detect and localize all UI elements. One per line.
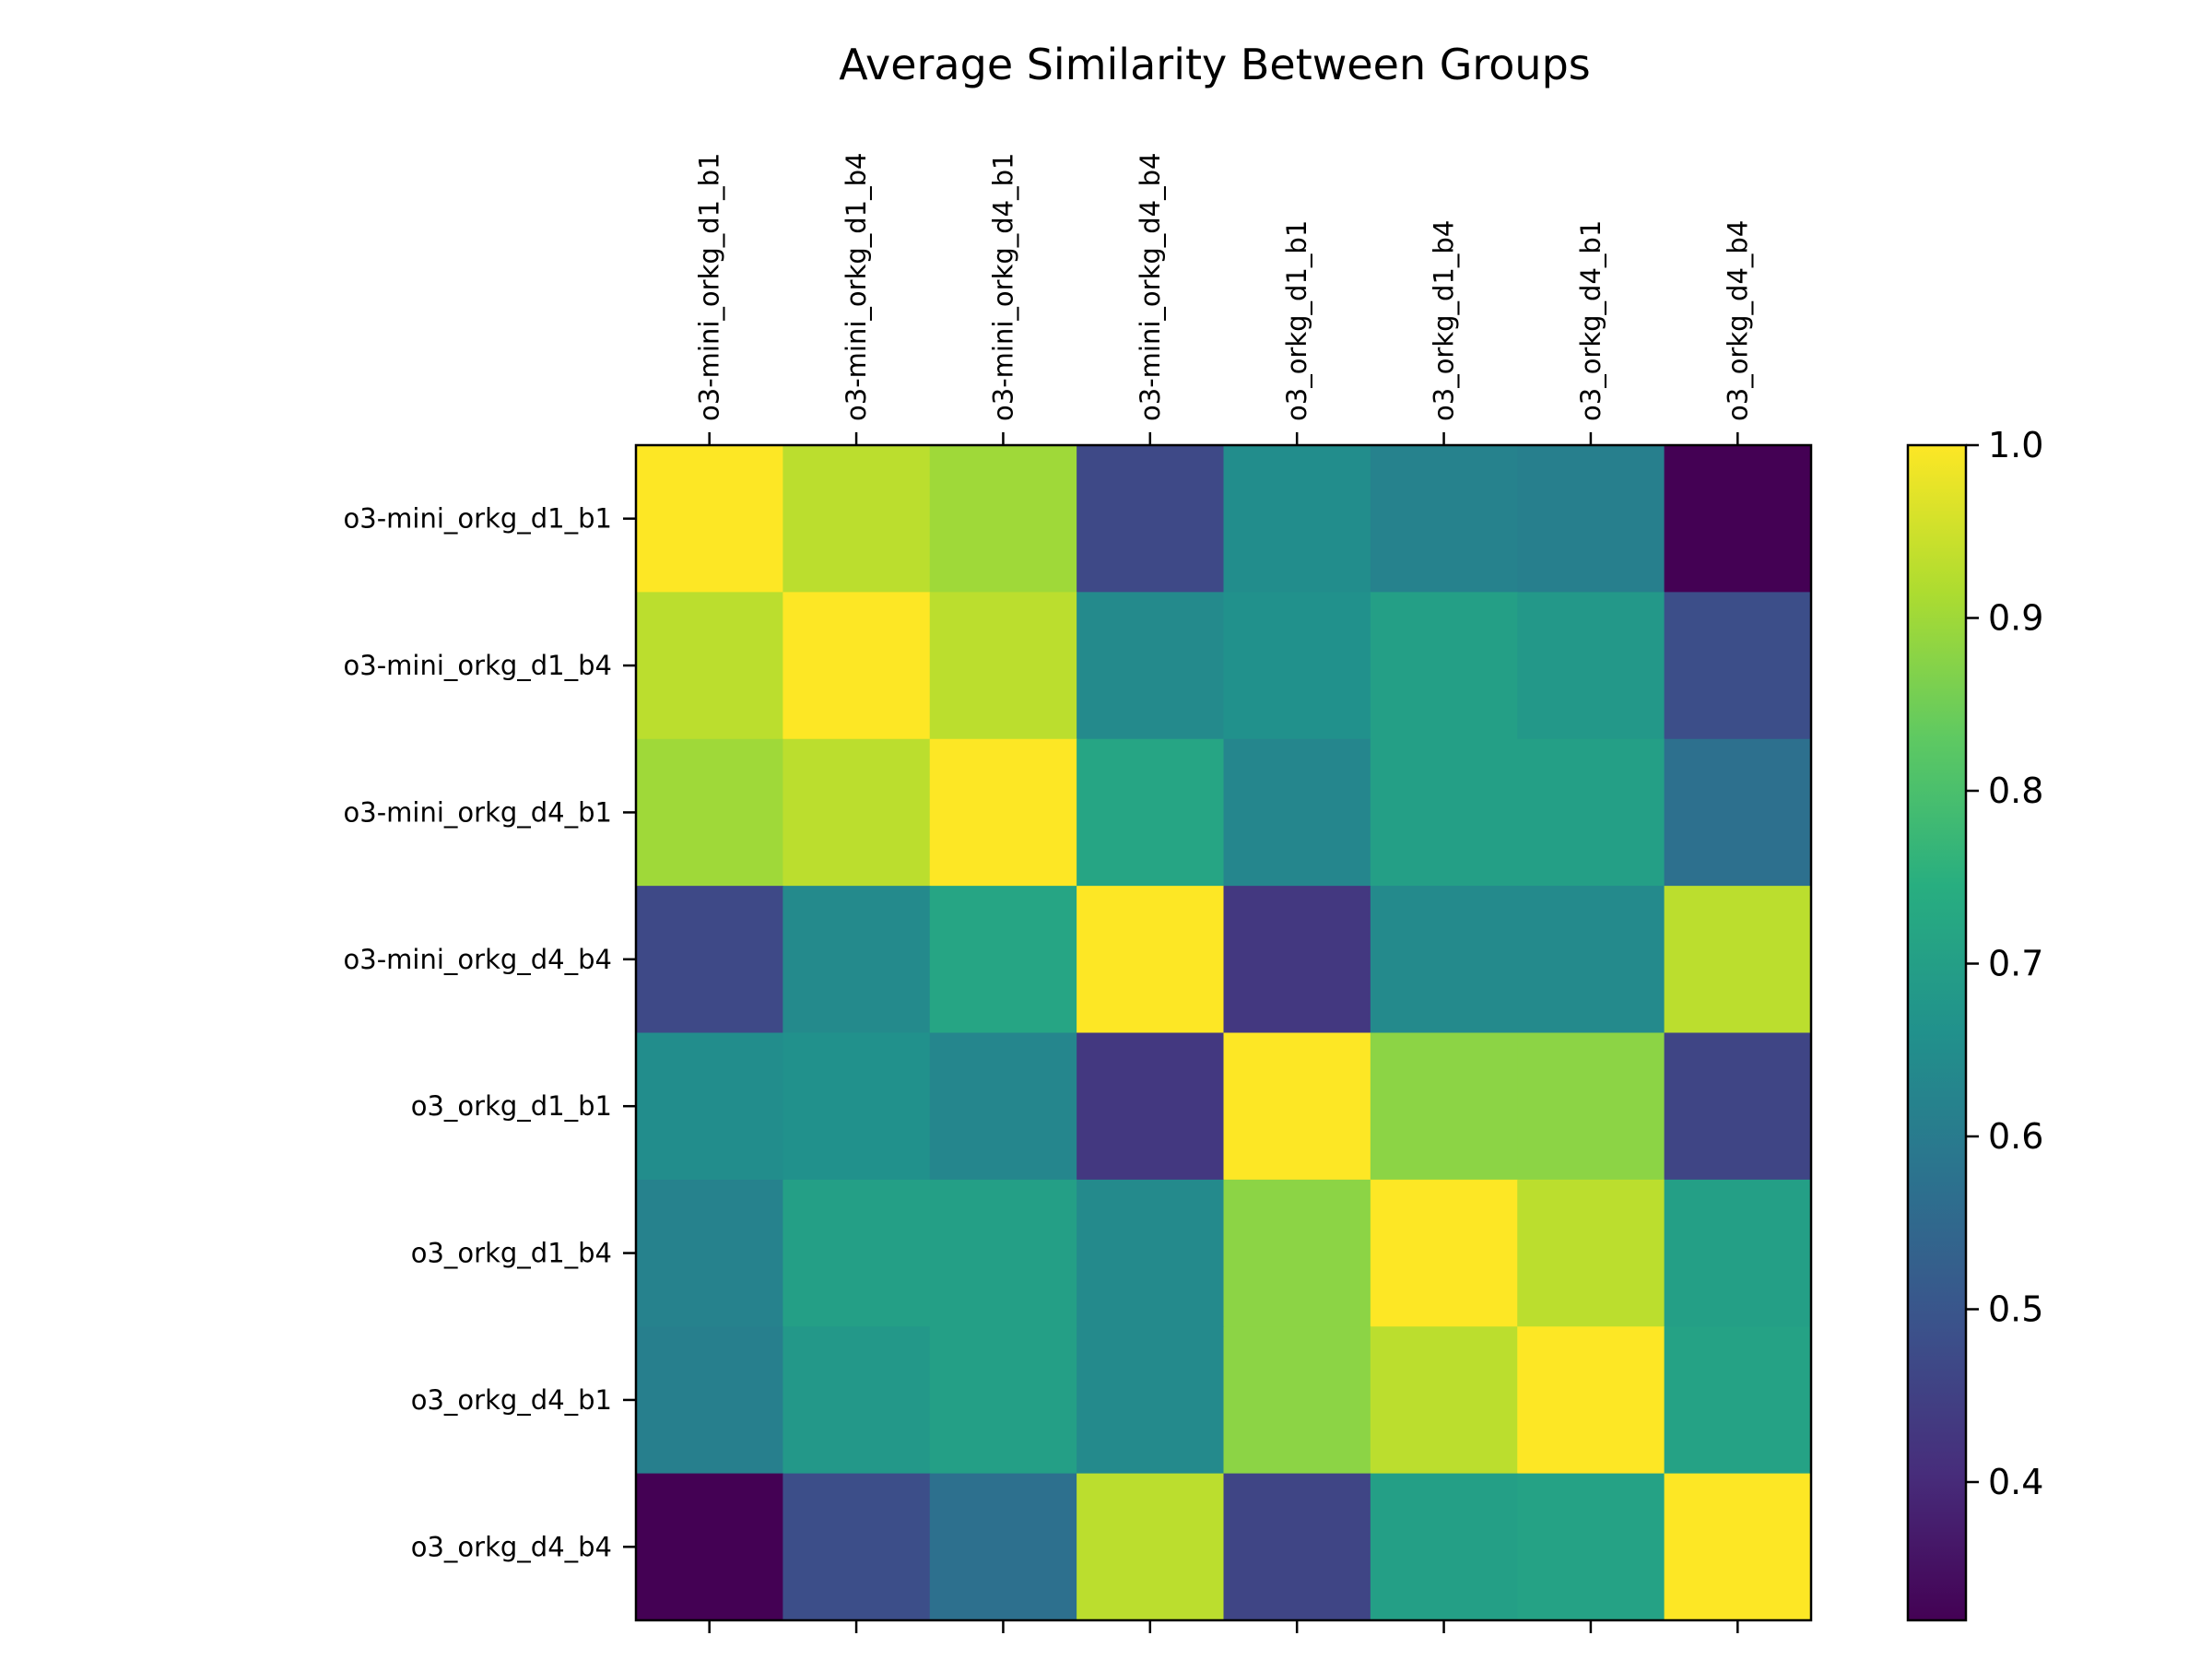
heatmap-cell	[1077, 738, 1225, 887]
heatmap-cell	[1223, 1032, 1371, 1181]
heatmap-cell	[1517, 738, 1665, 887]
heatmap-cell	[1370, 1326, 1518, 1475]
heatmap-cell	[782, 1179, 931, 1327]
colorbar-tick-label: 0.5	[1988, 1289, 2043, 1330]
heatmap-cell	[1077, 445, 1225, 593]
colorbar-tick-label: 0.4	[1988, 1462, 2043, 1502]
y-tick-label: o3-mini_orkg_d1_b4	[344, 650, 613, 681]
heatmap-cell	[1370, 592, 1518, 740]
heatmap-cell	[1664, 1179, 1812, 1327]
heatmap-cell	[782, 1473, 931, 1621]
heatmap-cell	[1370, 445, 1518, 593]
heatmap-cell	[929, 738, 1077, 887]
heatmap-cell	[1077, 1326, 1225, 1475]
heatmap-cell	[782, 1032, 931, 1181]
heatmap-cell	[1077, 1032, 1225, 1181]
colorbar-frame	[1906, 443, 1968, 1622]
heatmap-cell	[636, 1326, 783, 1475]
heatmap-cell	[636, 886, 783, 1034]
heatmap-cell	[1370, 1473, 1518, 1621]
heatmap-cell	[1370, 886, 1518, 1034]
x-axis-ticks: o3-mini_orkg_d1_b1 o3-mini_orkg_d1_b4 o3-m…	[694, 153, 1753, 1633]
heatmap-cell	[782, 738, 931, 887]
heatmap-cell	[929, 1326, 1077, 1475]
heatmap-cell	[636, 738, 783, 887]
heatmap-cell	[929, 445, 1077, 593]
heatmap-cell	[1664, 738, 1812, 887]
heatmap-cell	[1077, 592, 1225, 740]
y-tick-label: o3-mini_orkg_d4_b1	[344, 796, 613, 828]
heatmap-cell	[1664, 1032, 1812, 1181]
heatmap-cell	[636, 1473, 783, 1621]
heatmap-cell	[1664, 1326, 1812, 1475]
heatmap-cell	[636, 592, 783, 740]
heatmap-cell	[636, 1032, 783, 1181]
heatmap-cells	[636, 445, 1812, 1621]
heatmap-cell	[636, 1179, 783, 1327]
heatmap-cell	[1517, 1179, 1665, 1327]
x-tick-label: o3_orkg_d1_b4	[1429, 220, 1460, 421]
x-tick-label: o3_orkg_d4_b4	[1722, 220, 1753, 421]
heatmap-cell	[1223, 1473, 1371, 1621]
x-tick-label: o3-mini_orkg_d4_b4	[1135, 153, 1166, 422]
chart-title: Average Similarity Between Groups	[839, 40, 1591, 89]
heatmap-cell	[1664, 445, 1812, 593]
heatmap-cell	[929, 886, 1077, 1034]
colorbar-tick-label: 0.7	[1988, 944, 2043, 984]
heatmap-cell	[782, 1326, 931, 1475]
heatmap-cell	[1223, 592, 1371, 740]
colorbar-tick-label: 0.9	[1988, 598, 2043, 639]
heatmap-cell	[782, 886, 931, 1034]
heatmap-cell	[1077, 1473, 1225, 1621]
y-tick-label: o3_orkg_d1_b4	[411, 1238, 612, 1269]
y-tick-label: o3-mini_orkg_d4_b4	[344, 944, 613, 975]
heatmap-cell	[1077, 1179, 1225, 1327]
heatmap-cell	[1223, 1179, 1371, 1327]
heatmap-cell	[1223, 445, 1371, 593]
heatmap-cell	[1517, 445, 1665, 593]
heatmap-cell	[1517, 886, 1665, 1034]
colorbar-tick-label: 1.0	[1988, 425, 2043, 465]
heatmap-cell	[1223, 1326, 1371, 1475]
heatmap-cell	[1223, 738, 1371, 887]
y-axis-ticks: o3-mini_orkg_d1_b1 o3-mini_orkg_d1_b4 o3-m…	[344, 503, 636, 1562]
x-tick-label: o3_orkg_d1_b1	[1281, 220, 1312, 421]
heatmap-cell	[1223, 886, 1371, 1034]
colorbar-gradient	[1908, 445, 1966, 1620]
heatmap-cell	[1517, 592, 1665, 740]
colorbar-tick-label: 0.6	[1988, 1116, 2043, 1157]
y-tick-label: o3_orkg_d4_b4	[411, 1531, 612, 1562]
heatmap-cell	[1664, 886, 1812, 1034]
heatmap-cell	[929, 1473, 1077, 1621]
x-tick-label: o3-mini_orkg_d1_b4	[841, 153, 872, 422]
y-tick-label: o3-mini_orkg_d1_b1	[344, 503, 613, 535]
heatmap-cell	[929, 1179, 1077, 1327]
colorbar-ticks: 0.4 0.5 0.6 0.7 0.8 0.9 1.0	[1966, 425, 2043, 1502]
x-tick-label: o3-mini_orkg_d4_b1	[987, 153, 1018, 422]
heatmap-cell	[1517, 1032, 1665, 1181]
heatmap-cell	[1664, 1473, 1812, 1621]
heatmap-frame	[634, 443, 1813, 1622]
colorbar-tick-label: 0.8	[1988, 771, 2043, 811]
heatmap-cell	[929, 1032, 1077, 1181]
heatmap-cell	[1370, 738, 1518, 887]
x-tick-label: o3_orkg_d4_b1	[1575, 220, 1606, 421]
heatmap-cell	[636, 445, 783, 593]
heatmap-cell	[1664, 592, 1812, 740]
y-tick-label: o3_orkg_d1_b1	[411, 1090, 612, 1122]
heatmap-cell	[929, 592, 1077, 740]
heatmap-cell	[1370, 1179, 1518, 1327]
heatmap-cell	[1517, 1326, 1665, 1475]
colorbar: 0.4 0.5 0.6 0.7 0.8 0.9 1.0	[1906, 425, 2043, 1622]
heatmap-cell	[782, 592, 931, 740]
y-tick-label: o3_orkg_d4_b1	[411, 1384, 612, 1416]
heatmap-cell	[1370, 1032, 1518, 1181]
x-tick-label: o3-mini_orkg_d1_b1	[694, 153, 725, 422]
heatmap-cell	[1077, 886, 1225, 1034]
heatmap-cell	[782, 445, 931, 593]
heatmap-cell	[1517, 1473, 1665, 1621]
